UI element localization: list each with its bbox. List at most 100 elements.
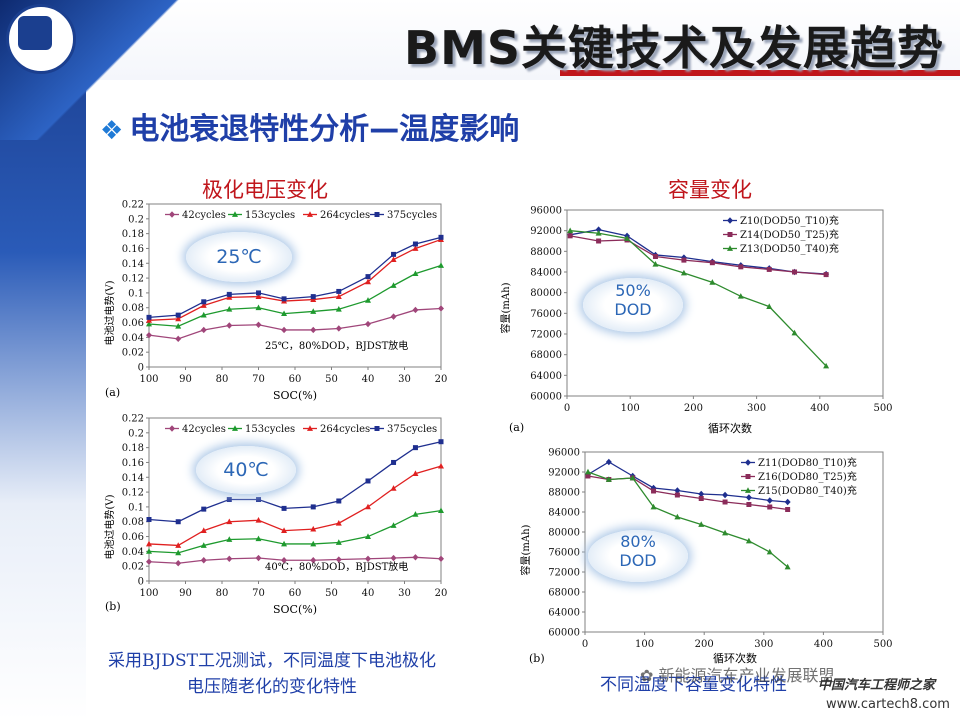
y-tick-label: 76000 [530, 309, 562, 320]
data-point [823, 362, 830, 369]
data-point [200, 311, 207, 318]
data-point [146, 317, 152, 323]
series-line [148, 264, 442, 327]
y-tick-label: 80000 [548, 528, 580, 539]
data-point [390, 522, 397, 528]
data-point [567, 233, 573, 239]
data-point [652, 254, 658, 259]
wechat-channel: 新能源汽车产业发展联盟 [658, 666, 835, 685]
y-tick-label: 0.22 [122, 414, 144, 425]
y-axis-label: 容量(mAh) [519, 524, 532, 575]
legend-marker [727, 245, 733, 251]
data-point [146, 517, 152, 523]
data-point [438, 234, 444, 240]
data-point [390, 256, 397, 262]
y-tick-label: 0.14 [122, 259, 144, 270]
data-point [365, 297, 371, 303]
data-point [390, 313, 397, 320]
x-tick-label: 500 [873, 403, 892, 414]
legend-marker [745, 487, 751, 493]
data-point [226, 294, 233, 300]
legend-label: Z15(DOD80_T40)充 [758, 484, 857, 497]
x-tick-label: 400 [810, 403, 829, 414]
wechat-icon: ✿ [640, 666, 659, 685]
panel-label: (a) [105, 386, 120, 399]
data-point [650, 503, 657, 510]
legend-marker [745, 459, 751, 466]
x-tick-label: 60 [289, 588, 302, 599]
legend-label: 264cycles [320, 210, 370, 221]
y-tick-label: 96000 [530, 206, 562, 217]
x-axis-label: SOC(%) [273, 389, 317, 402]
data-point [680, 269, 687, 276]
data-point [336, 288, 342, 294]
legend-label: Z13(DOD50_T40)充 [740, 242, 839, 255]
data-point [596, 238, 602, 244]
data-point [365, 478, 371, 484]
chart-polarization-40c: 电池过电势(V) 0 0.02 0.04 0.06 0.08 0.1 0.12 0.14 0.1… [103, 414, 447, 617]
data-point [310, 540, 317, 547]
legend-marker [169, 425, 175, 432]
series-layer: 0 0.02 0.04 0.06 0.08 0.1 0.12 0.14 0.16 0.18 0.2 0… [122, 200, 448, 386]
x-axis-label: 循环次数 [713, 651, 757, 665]
data-point [201, 506, 207, 512]
data-point [200, 326, 207, 334]
data-point [595, 230, 602, 236]
y-tick-label: 0.1 [128, 502, 144, 513]
data-point [745, 494, 752, 501]
y-tick-label: 0 [138, 577, 144, 588]
title-underline [560, 70, 960, 76]
series-line [570, 230, 827, 367]
legend-label: 375cycles [387, 424, 437, 435]
series-line [148, 509, 442, 554]
x-axis-label: SOC(%) [273, 603, 317, 616]
data-point [335, 306, 342, 312]
right-caption: 不同温度下容量变化特性 [600, 675, 787, 695]
data-point [698, 496, 704, 501]
data-point [792, 269, 798, 275]
y-tick-label: 0.14 [122, 473, 144, 484]
bullet-diamond-icon: ❖ [100, 116, 124, 146]
x-tick-label: 0 [582, 639, 588, 650]
x-tick-label: 100 [621, 403, 640, 414]
data-point [737, 293, 744, 299]
data-point [201, 299, 207, 305]
data-point [766, 497, 773, 504]
data-point [365, 503, 371, 510]
data-point [365, 278, 371, 285]
data-point [681, 257, 687, 263]
data-point [438, 439, 444, 445]
legend-label: 153cycles [245, 210, 295, 221]
temperature-badge-40c: 40℃ [196, 446, 296, 494]
data-point [335, 325, 342, 332]
data-point [310, 525, 317, 532]
panel-label: (a) [509, 421, 524, 434]
legend-label: Z10(DOD50_T10)充 [740, 214, 839, 227]
data-point [791, 329, 798, 336]
left-caption-line1: 采用BJDST工况测试，不同温度下电池极化 [108, 651, 436, 671]
data-point [652, 261, 659, 267]
series-line [148, 307, 442, 340]
data-point [365, 320, 371, 328]
data-point [281, 557, 288, 564]
x-tick-label: 70 [252, 588, 265, 599]
data-point [281, 527, 288, 534]
data-point [255, 293, 262, 300]
data-point [335, 293, 342, 300]
x-tick-label: 60 [289, 374, 302, 385]
x-tick-label: 200 [684, 403, 703, 414]
x-tick-label: 500 [873, 639, 892, 650]
data-point [175, 323, 182, 329]
legend-label: 42cycles [182, 210, 226, 221]
data-point [766, 303, 773, 310]
data-point [175, 519, 181, 525]
data-point [738, 264, 744, 270]
data-point [365, 533, 371, 539]
x-tick-label: 200 [695, 639, 714, 650]
x-tick-label: 30 [398, 374, 411, 385]
chart-polarization-25c: 电池过电势(V) 0 0.02 0.04 0.06 0.08 0.1 0.12 0.14 0.1… [103, 200, 448, 403]
data-point [766, 266, 772, 272]
data-point [767, 504, 773, 510]
y-tick-label: 96000 [548, 448, 580, 459]
y-tick-label: 0.06 [122, 318, 144, 329]
